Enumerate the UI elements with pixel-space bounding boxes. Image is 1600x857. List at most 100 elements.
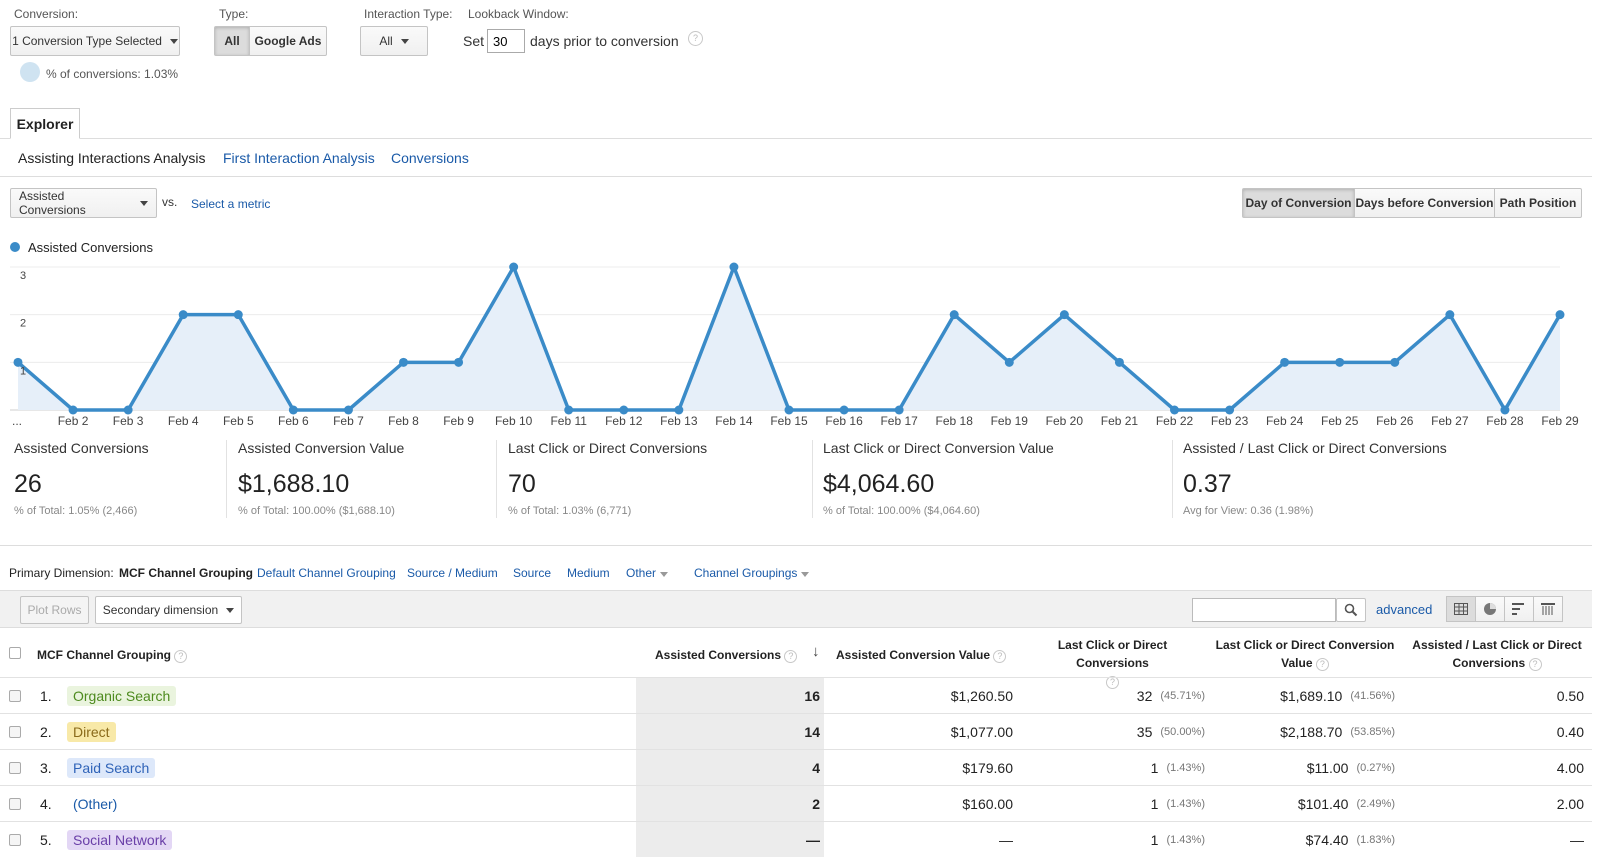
- days-before-conversion-button[interactable]: Days before Conversion: [1354, 188, 1495, 218]
- select-metric-link[interactable]: Select a metric: [191, 197, 271, 211]
- last-click-pct: (1.43%): [1166, 833, 1205, 846]
- data-point[interactable]: [894, 405, 904, 415]
- data-point[interactable]: [674, 405, 684, 415]
- data-point[interactable]: [288, 405, 298, 415]
- data-point[interactable]: [1170, 405, 1179, 415]
- data-point[interactable]: [343, 405, 353, 415]
- row-checkbox[interactable]: [9, 786, 21, 821]
- data-point[interactable]: [178, 310, 188, 320]
- x-tick-label: Feb 2: [58, 414, 89, 428]
- row-checkbox[interactable]: [9, 714, 21, 749]
- col-header-assisted-conversions[interactable]: Assisted Conversions ?: [655, 646, 798, 664]
- channel-link[interactable]: (Other): [67, 786, 123, 821]
- help-icon[interactable]: ?: [993, 650, 1007, 663]
- interaction-type-label: Interaction Type:: [364, 7, 453, 21]
- advanced-link[interactable]: advanced: [1376, 602, 1433, 617]
- table-view-button[interactable]: [1446, 596, 1476, 622]
- dimension-default-channel-grouping[interactable]: Default Channel Grouping: [257, 566, 396, 580]
- col-header-last-click-value[interactable]: Last Click or Direct Conversion Value ?: [1210, 636, 1400, 672]
- help-icon[interactable]: ?: [1106, 676, 1119, 689]
- help-icon[interactable]: ?: [784, 650, 798, 663]
- secondary-dimension-dropdown[interactable]: Secondary dimension: [95, 596, 242, 624]
- day-of-conversion-button[interactable]: Day of Conversion: [1242, 188, 1355, 218]
- data-point[interactable]: [1225, 405, 1235, 415]
- channel-groupings-dropdown[interactable]: Channel Groupings: [694, 566, 810, 580]
- channel-link[interactable]: Social Network: [67, 822, 173, 857]
- chevron-down-icon: [140, 200, 148, 206]
- pie-view-button[interactable]: [1475, 596, 1505, 622]
- col-header-assisted-conversion-value[interactable]: Assisted Conversion Value ?: [836, 646, 1007, 664]
- data-point[interactable]: [1335, 357, 1345, 367]
- data-point[interactable]: [1114, 357, 1124, 367]
- row-checkbox[interactable]: [9, 822, 21, 857]
- conversion-type-value: 1 Conversion Type Selected: [12, 34, 162, 48]
- row-checkbox[interactable]: [9, 678, 21, 713]
- last-click-value: 1: [1150, 759, 1159, 776]
- data-point[interactable]: [1280, 357, 1290, 367]
- dimension-mcf-channel-grouping[interactable]: MCF Channel Grouping: [119, 566, 253, 580]
- col-header-ratio[interactable]: Assisted / Last Click or Direct Conversio…: [1402, 636, 1592, 672]
- channel-link[interactable]: Organic Search: [67, 678, 177, 713]
- col-header-last-click-conversions[interactable]: Last Click or Direct Conversions?: [1020, 636, 1205, 690]
- data-point[interactable]: [68, 405, 78, 415]
- help-icon[interactable]: ?: [1528, 658, 1542, 671]
- subtab-assisting-interactions[interactable]: Assisting Interactions Analysis: [18, 150, 206, 166]
- metric-value: Assisted Conversions: [19, 189, 86, 217]
- plot-rows-button[interactable]: Plot Rows: [20, 596, 89, 624]
- tab-explorer[interactable]: Explorer: [10, 108, 80, 139]
- row-index: 5.: [40, 831, 52, 848]
- subtab-conversions[interactable]: Conversions: [391, 150, 469, 166]
- last-click-value-pct: (2.49%): [1356, 797, 1395, 810]
- metric-dropdown[interactable]: Assisted Conversions: [10, 188, 157, 218]
- channel-link[interactable]: Direct: [67, 714, 116, 749]
- data-point[interactable]: [454, 357, 464, 367]
- data-point[interactable]: [1500, 405, 1510, 415]
- dimension-medium[interactable]: Medium: [567, 566, 610, 580]
- data-point[interactable]: [399, 357, 408, 367]
- data-point[interactable]: [949, 310, 959, 320]
- data-point[interactable]: [233, 310, 243, 320]
- path-position-button[interactable]: Path Position: [1494, 188, 1582, 218]
- data-point[interactable]: [1004, 357, 1014, 367]
- channel-name: Social Network: [67, 829, 173, 850]
- data-point[interactable]: [1059, 310, 1069, 320]
- data-point[interactable]: [1390, 357, 1400, 367]
- dimension-other-dropdown[interactable]: Other: [626, 566, 669, 580]
- data-point[interactable]: [619, 405, 629, 415]
- help-icon[interactable]: ?: [1315, 658, 1329, 671]
- x-tick-label: Feb 28: [1486, 414, 1524, 428]
- interaction-type-dropdown[interactable]: All: [360, 26, 428, 56]
- help-icon[interactable]: ?: [688, 31, 703, 46]
- data-point[interactable]: [564, 405, 574, 415]
- x-tick-label: Feb 23: [1211, 414, 1249, 428]
- dimension-source[interactable]: Source: [513, 566, 552, 580]
- row-checkbox[interactable]: [9, 750, 21, 785]
- dimension-source-medium[interactable]: Source / Medium: [407, 566, 498, 580]
- scorecard-sub: % of Total: 1.05% (2,466): [14, 505, 138, 517]
- data-point[interactable]: [13, 357, 23, 367]
- data-point[interactable]: [784, 405, 794, 415]
- conversion-type-dropdown[interactable]: 1 Conversion Type Selected: [10, 26, 180, 56]
- table-search-input[interactable]: [1192, 598, 1336, 622]
- channel-link[interactable]: Paid Search: [67, 750, 156, 785]
- type-all-button[interactable]: All: [214, 26, 250, 56]
- data-point[interactable]: [839, 405, 849, 415]
- data-point[interactable]: [509, 262, 519, 272]
- data-point[interactable]: [1445, 310, 1455, 320]
- select-all-checkbox[interactable]: [9, 647, 21, 659]
- data-point[interactable]: [123, 405, 133, 415]
- data-point[interactable]: [729, 262, 739, 272]
- data-point[interactable]: [1555, 310, 1565, 320]
- col-header-mcf-channel-grouping[interactable]: MCF Channel Grouping ?: [37, 646, 188, 664]
- y-tick-label: 1: [20, 365, 26, 377]
- lookback-days-input[interactable]: [487, 29, 525, 53]
- help-icon[interactable]: ?: [174, 650, 188, 663]
- bar-view-button[interactable]: [1504, 596, 1534, 622]
- type-google-ads-button[interactable]: Google Ads: [249, 26, 327, 56]
- search-button[interactable]: [1336, 598, 1366, 622]
- sort-descending-icon[interactable]: ↓: [812, 643, 820, 660]
- scorecard-value: $1,688.10: [238, 470, 350, 498]
- x-tick-label: Feb 9: [443, 414, 474, 428]
- subtab-first-interaction[interactable]: First Interaction Analysis: [223, 150, 375, 166]
- pivot-view-button[interactable]: [1533, 596, 1563, 622]
